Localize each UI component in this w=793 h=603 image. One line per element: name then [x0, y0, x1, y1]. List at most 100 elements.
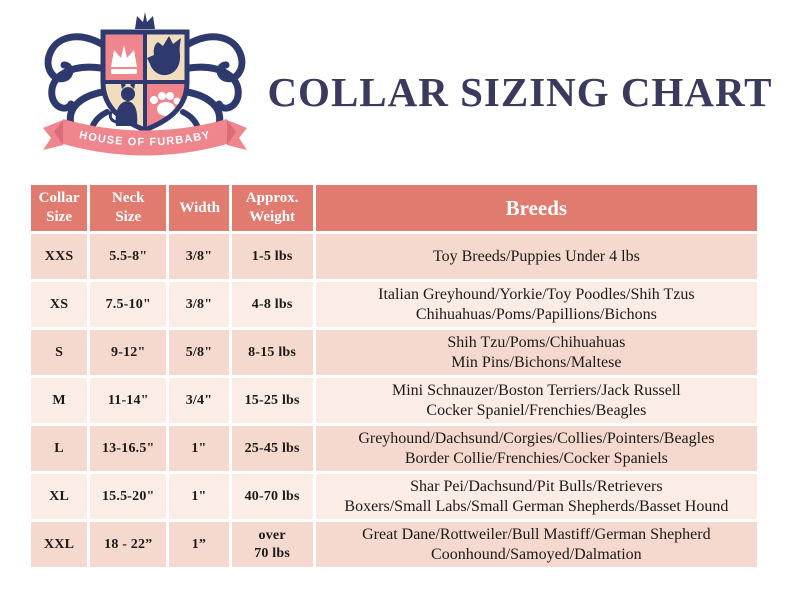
cell-collar-size: S [31, 330, 88, 375]
cell-breeds-line: Shar Pei/Dachsund/Pit Bulls/Retrievers [410, 477, 663, 495]
cell-breeds-line: Boxers/Small Labs/Small German Shepherds… [344, 497, 729, 515]
cell-collar-size-line: XXS [44, 248, 74, 264]
cell-neck-size: 7.5-10" [90, 282, 167, 327]
cell-width-line: 1” [191, 536, 207, 552]
table-row: XXS 5.5-8" 3/8" 1-5 lbs Toy Breeds/Puppies U… [31, 234, 757, 279]
cell-collar-size-line: XS [49, 296, 69, 312]
cell-width-line: 3/8" [185, 248, 213, 264]
cell-neck-size-line: 9-12" [111, 344, 146, 360]
table-row: S 9-12" 5/8" 8-15 lbs Shih Tzu/Poms/Chihuahu… [31, 330, 757, 375]
cell-breeds-line: Mini Schnauzer/Boston Terriers/Jack Russ… [391, 381, 681, 399]
cell-collar-size: XS [31, 282, 88, 327]
cell-breeds: Great Dane/Rottweiler/Bull Mastiff/Germa… [315, 522, 757, 567]
cell-weight: 25-45 lbs [231, 426, 313, 471]
cell-width-line: 1" [191, 488, 207, 504]
cell-neck-size-line: 5.5-8" [109, 248, 148, 264]
cell-width: 3/4" [169, 378, 229, 423]
cell-width-line: 3/4" [185, 392, 213, 408]
cell-neck-size-line: 18 - 22” [104, 536, 153, 552]
sizing-table-header: Collar Size Neck Size Width Approx. Weig… [31, 185, 757, 231]
crown-icon [111, 45, 137, 74]
table-row: L 13-16.5" 1" 25-45 lbs Greyhound/Dachsund/C… [31, 426, 757, 471]
cell-neck-size-line: 11-14" [107, 392, 149, 408]
cell-breeds: Greyhound/Dachsund/Corgies/Collies/Point… [315, 426, 757, 471]
cell-weight-line: 40-70 lbs [244, 488, 300, 504]
cell-breeds-line: Chihuahuas/Poms/Papillions/Bichons [415, 305, 657, 323]
cell-collar-size-line: S [55, 344, 64, 360]
cell-width: 1" [169, 474, 229, 519]
cell-neck-size-line: 15.5-20" [101, 488, 155, 504]
cell-collar-size-line: L [54, 440, 64, 456]
table-row: XXL 18 - 22” 1” over 70 lbs Great Dane/Rottwe… [31, 522, 757, 567]
page-title: COLLAR SIZING CHART [267, 69, 773, 115]
cell-collar-size: M [31, 378, 88, 423]
cell-breeds-line: Italian Greyhound/Yorkie/Toy Poodles/Shi… [378, 285, 695, 303]
table-row: M 11-14" 3/4" 15-25 lbs Mini Schnauzer/Bosto… [31, 378, 757, 423]
table-row: XS 7.5-10" 3/8" 4-8 lbs Italian Greyhound/Yo… [31, 282, 757, 327]
cell-weight: 4-8 lbs [231, 282, 313, 327]
cell-breeds: Toy Breeds/Puppies Under 4 lbs [315, 234, 757, 279]
cell-breeds-line: Border Collie/Frenchies/Cocker Spaniels [404, 449, 668, 467]
cell-width: 3/8" [169, 234, 229, 279]
cell-breeds: Shih Tzu/Poms/Chihuahuas Min Pins/Bichons… [315, 330, 757, 375]
col-header-collar-size: Collar Size [31, 185, 88, 231]
cell-collar-size-line: M [52, 392, 66, 408]
cell-weight: 15-25 lbs [231, 378, 313, 423]
cell-collar-size: XXS [31, 234, 88, 279]
cell-collar-size-line: XL [49, 488, 69, 504]
cell-weight-line: 4-8 lbs [251, 296, 293, 312]
cell-width-line: 1" [191, 440, 207, 456]
cell-weight-line: 15-25 lbs [244, 392, 300, 408]
dog-icon [147, 36, 181, 76]
cell-weight-line: 25-45 lbs [244, 440, 300, 456]
cell-collar-size-line: XXL [43, 536, 75, 552]
cell-breeds: Shar Pei/Dachsund/Pit Bulls/Retrievers Bo… [315, 474, 757, 519]
cell-collar-size: XXL [31, 522, 88, 567]
cell-neck-size: 5.5-8" [90, 234, 167, 279]
cell-neck-size: 15.5-20" [90, 474, 167, 519]
cell-neck-size: 11-14" [90, 378, 167, 423]
cell-width-line: 3/8" [185, 296, 213, 312]
cell-collar-size: L [31, 426, 88, 471]
col-header-breeds: Breeds [315, 185, 757, 231]
cell-width: 5/8" [169, 330, 229, 375]
cell-weight-line: 8-15 lbs [248, 344, 297, 360]
cell-width: 1" [169, 426, 229, 471]
top-crown-ornament-icon [135, 12, 155, 29]
paw-icon [150, 92, 181, 116]
cell-weight-line: 1-5 lbs [251, 248, 293, 264]
sizing-table: Collar Size Neck Size Width Approx. Weig… [28, 182, 760, 570]
cell-weight: 8-15 lbs [231, 330, 313, 375]
cell-breeds-line: Toy Breeds/Puppies Under 4 lbs [432, 247, 640, 265]
table-row: XL 15.5-20" 1" 40-70 lbs Shar Pei/Dachsund/P… [31, 474, 757, 519]
cell-weight-line: over [258, 528, 286, 544]
crest-logo-svg: HOUSE OF FURBABY [43, 12, 247, 156]
header-row: Collar Size Neck Size Width Approx. Weig… [31, 185, 757, 231]
cell-breeds-line: Cocker Spaniel/Frenchies/Beagles [426, 401, 647, 419]
cell-weight-line: 70 lbs [254, 545, 291, 561]
col-header-approx-weight: Approx. Weight [231, 185, 313, 231]
cell-neck-size-line: 13-16.5" [101, 440, 155, 456]
shield-outline [100, 29, 190, 133]
cell-neck-size: 9-12" [90, 330, 167, 375]
cell-breeds-line: Coonhound/Samoyed/Dalmation [431, 545, 642, 563]
cell-weight: 40-70 lbs [231, 474, 313, 519]
cell-width-line: 5/8" [185, 344, 213, 360]
cell-breeds-line: Greyhound/Dachsund/Corgies/Collies/Point… [358, 429, 715, 447]
cell-breeds-line: Shih Tzu/Poms/Chihuahuas [447, 333, 626, 351]
ribbon-banner: HOUSE OF FURBABY [43, 119, 247, 156]
cell-weight: 1-5 lbs [231, 234, 313, 279]
cell-neck-size-line: 7.5-10" [105, 296, 151, 312]
cell-neck-size: 18 - 22” [90, 522, 167, 567]
cell-width: 1” [169, 522, 229, 567]
col-header-width: Width [169, 185, 229, 231]
cell-breeds: Mini Schnauzer/Boston Terriers/Jack Russ… [315, 378, 757, 423]
sizing-table-body: XXS 5.5-8" 3/8" 1-5 lbs Toy Breeds/Puppies U… [31, 234, 757, 567]
col-header-neck-size: Neck Size [90, 185, 167, 231]
cell-breeds: Italian Greyhound/Yorkie/Toy Poodles/Shi… [315, 282, 757, 327]
cell-neck-size: 13-16.5" [90, 426, 167, 471]
cell-breeds-line: Great Dane/Rottweiler/Bull Mastiff/Germa… [362, 525, 711, 543]
cell-weight: over 70 lbs [231, 522, 313, 567]
house-of-furbaby-logo: HOUSE OF FURBABY [24, 8, 266, 168]
